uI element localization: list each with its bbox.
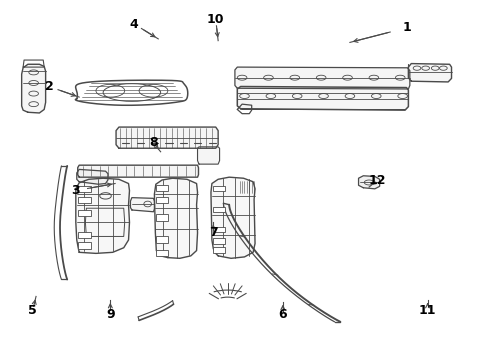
Text: 7: 7 [208, 226, 217, 239]
Text: 1: 1 [402, 21, 411, 34]
Text: 4: 4 [130, 18, 139, 31]
Polygon shape [210, 177, 255, 258]
Polygon shape [197, 147, 219, 164]
Polygon shape [237, 86, 407, 110]
Polygon shape [116, 127, 218, 148]
Bar [78, 197, 91, 203]
Text: 5: 5 [28, 304, 37, 317]
Polygon shape [407, 64, 450, 82]
Polygon shape [130, 198, 154, 212]
Text: 3: 3 [71, 184, 80, 197]
Bar [156, 214, 168, 221]
Bar [212, 186, 224, 191]
Text: 9: 9 [106, 308, 114, 321]
Text: 6: 6 [278, 308, 286, 321]
Polygon shape [154, 178, 197, 258]
Bar [78, 210, 91, 216]
Polygon shape [21, 64, 45, 113]
Bar [212, 226, 224, 232]
Bar [78, 186, 91, 192]
Text: 12: 12 [368, 174, 386, 186]
Bar [212, 238, 224, 243]
Polygon shape [358, 176, 379, 189]
Bar [156, 237, 168, 243]
Bar [212, 247, 224, 253]
Bar [156, 197, 168, 203]
Text: 8: 8 [149, 136, 158, 149]
Polygon shape [234, 67, 409, 89]
Bar [78, 232, 91, 238]
Bar [212, 207, 224, 212]
Text: 2: 2 [44, 80, 53, 93]
Polygon shape [77, 170, 108, 184]
Text: 10: 10 [206, 13, 224, 26]
Polygon shape [76, 178, 129, 253]
Bar [156, 185, 168, 191]
Polygon shape [78, 165, 198, 177]
Bar [78, 242, 91, 249]
Bar [156, 249, 168, 256]
Text: 11: 11 [418, 304, 435, 317]
